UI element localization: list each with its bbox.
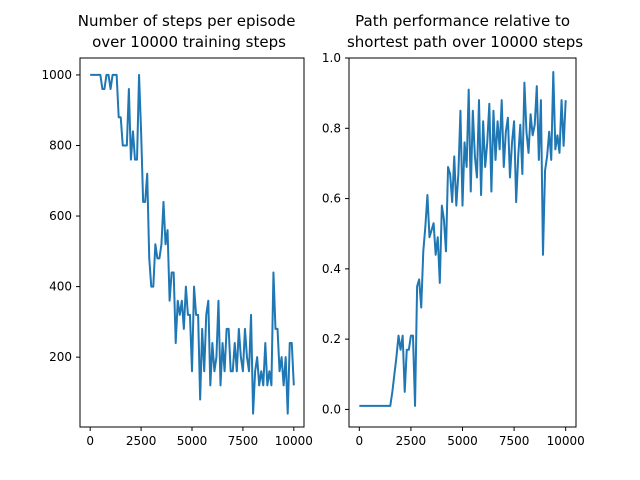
x-tick-label: 5000 [447, 434, 478, 448]
x-tick-label: 10000 [547, 434, 585, 448]
chart-title-line-2: shortest path over 10000 steps [347, 33, 583, 51]
y-tick-label: 600 [49, 209, 72, 223]
chart-title: Number of steps per episode over 10000 t… [78, 12, 300, 51]
series-line [359, 71, 567, 407]
x-tick-label: 5000 [177, 434, 208, 448]
chart-title-line-2: over 10000 training steps [92, 33, 286, 51]
x-tick-label: 7500 [228, 434, 259, 448]
y-tick-label: 200 [49, 350, 72, 364]
x-tick-label: 10000 [275, 434, 313, 448]
x-tick-label: 2500 [126, 434, 157, 448]
chart-title-line-1: Number of steps per episode [78, 12, 296, 30]
x-tick-label: 0 [355, 434, 363, 448]
y-tick-label: 1.0 [322, 51, 341, 65]
y-tick-label: 1000 [41, 68, 72, 82]
y-tick-label: 0.8 [322, 121, 341, 135]
axes-frame [348, 57, 577, 428]
x-tick-label: 7500 [499, 434, 530, 448]
y-tick-label: 0.2 [322, 332, 341, 346]
y-tick-label: 0.0 [322, 402, 341, 416]
chart-path-performance: Path performance relative to shortest pa… [322, 12, 585, 448]
chart-title: Path performance relative to shortest pa… [347, 12, 583, 51]
series-line [90, 73, 295, 415]
y-tick-label: 800 [49, 138, 72, 152]
y-tick-label: 400 [49, 280, 72, 294]
chart-steps-per-episode: Number of steps per episode over 10000 t… [41, 12, 312, 448]
axes-frame [79, 57, 305, 428]
ticks-layer: 0 2500 5000 7500 10000 200 400 600 800 1000 [41, 68, 312, 448]
y-tick-label: 0.4 [322, 262, 341, 276]
chart-title-line-1: Path performance relative to [355, 12, 570, 30]
x-tick-label: 0 [86, 434, 94, 448]
ticks-layer: 0 2500 5000 7500 10000 0.0 0.2 0.4 0.6 0.8 1.0 [322, 51, 585, 448]
y-tick-label: 0.6 [322, 192, 341, 206]
x-tick-label: 2500 [396, 434, 427, 448]
